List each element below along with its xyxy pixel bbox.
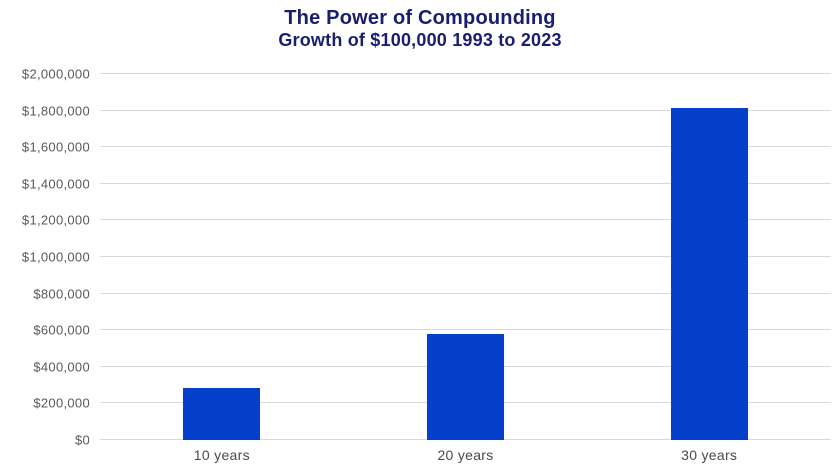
bar-10-years (183, 388, 261, 440)
y-tick-label: $200,000 (33, 395, 90, 411)
bar-slot (344, 74, 588, 440)
y-tick-label: $1,200,000 (21, 212, 90, 228)
y-tick-label: $1,400,000 (21, 176, 90, 192)
y-tick-label: $1,800,000 (21, 103, 90, 119)
x-tick-label: 30 years (681, 447, 738, 463)
y-tick-label: $1,600,000 (21, 139, 90, 155)
y-tick-label: $800,000 (33, 286, 90, 302)
gridline (100, 219, 831, 221)
x-tick-label: 20 years (437, 447, 494, 463)
chart-title: The Power of Compounding (284, 7, 556, 29)
bar-slot (100, 74, 344, 440)
y-tick-label: $1,000,000 (21, 249, 90, 265)
y-axis: $0 $200,000 $400,000 $600,000 $800,000 $1,000… (0, 67, 90, 448)
gridline (100, 182, 831, 184)
gridline (100, 329, 831, 331)
gridline (100, 292, 831, 294)
y-tick-label: $0 (74, 432, 90, 448)
y-tick-label: $400,000 (33, 359, 90, 375)
y-tick-label: $2,000,000 (21, 66, 90, 82)
gridline (100, 146, 831, 148)
chart-header: The Power of Compounding Growth of $100,… (0, 6, 840, 52)
gridline (100, 73, 831, 74)
y-tick-label: $600,000 (33, 322, 90, 338)
bar-20-years (427, 333, 504, 440)
gridline (100, 256, 831, 257)
x-tick-label: 10 years (193, 447, 250, 463)
x-axis: 10 years 20 years 30 years (100, 447, 831, 463)
plot-area (100, 73, 831, 440)
bars (100, 74, 831, 440)
bar-slot (587, 74, 831, 440)
bar-30-years (670, 107, 748, 440)
gridline (100, 109, 831, 111)
chart-subtitle: Growth of $100,000 1993 to 2023 (278, 30, 562, 50)
